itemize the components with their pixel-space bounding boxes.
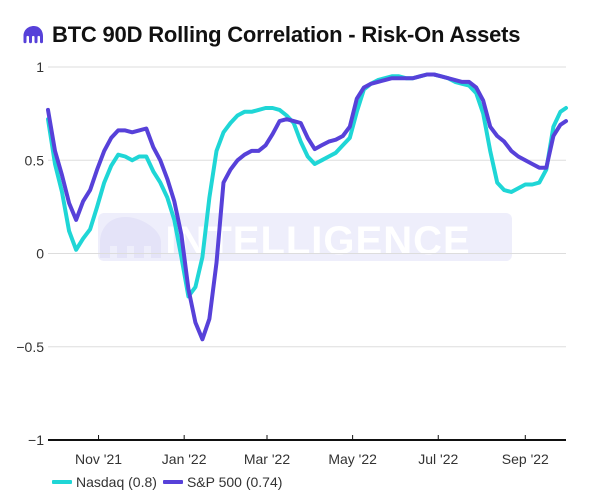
y-tick-label: 1	[36, 59, 44, 75]
legend-label-sp500: S&P 500 (0.74)	[186, 474, 283, 490]
y-tick-label: 0.5	[25, 152, 45, 168]
watermark-text: INTELLIGENCE	[165, 219, 470, 263]
x-tick-label: Jul '22	[418, 451, 458, 467]
gridlines	[48, 66, 566, 348]
y-tick-label: −1	[28, 432, 44, 448]
x-axis: Nov '21 Jan '22 Mar '22 May '22 Jul '22 Sep '…	[48, 435, 566, 467]
chart-title: BTC 90D Rolling Correlation - Risk-On As…	[22, 20, 521, 50]
series-lines	[46, 72, 568, 342]
watermark: INTELLIGENCE	[98, 213, 512, 263]
x-tick-label: Jan '22	[162, 451, 207, 467]
legend-label-nasdaq: Nasdaq (0.8)	[76, 474, 157, 490]
legend: Nasdaq (0.8) S&P 500 (0.74)	[52, 474, 282, 490]
y-tick-label: −0.5	[16, 339, 44, 355]
y-tick-label: 0	[36, 246, 44, 262]
series-line-sp500	[46, 72, 568, 342]
x-tick-label: Sep '22	[502, 451, 549, 467]
kraken-logo-icon	[23, 26, 43, 44]
x-tick-label: May '22	[328, 451, 377, 467]
y-axis: 1 0.5 0 −0.5 −1	[16, 59, 44, 448]
legend-swatch-sp500	[162, 480, 183, 484]
x-tick-label: Mar '22	[244, 451, 290, 467]
series-line-nasdaq	[46, 72, 568, 299]
chart-title-text: BTC 90D Rolling Correlation - Risk-On As…	[52, 22, 521, 47]
legend-item-sp500[interactable]: S&P 500 (0.74)	[162, 474, 283, 490]
x-tick-label: Nov '21	[75, 451, 122, 467]
legend-item-nasdaq[interactable]: Nasdaq (0.8)	[52, 474, 157, 490]
legend-swatch-nasdaq	[52, 480, 72, 484]
watermark-logo-icon	[100, 217, 161, 258]
